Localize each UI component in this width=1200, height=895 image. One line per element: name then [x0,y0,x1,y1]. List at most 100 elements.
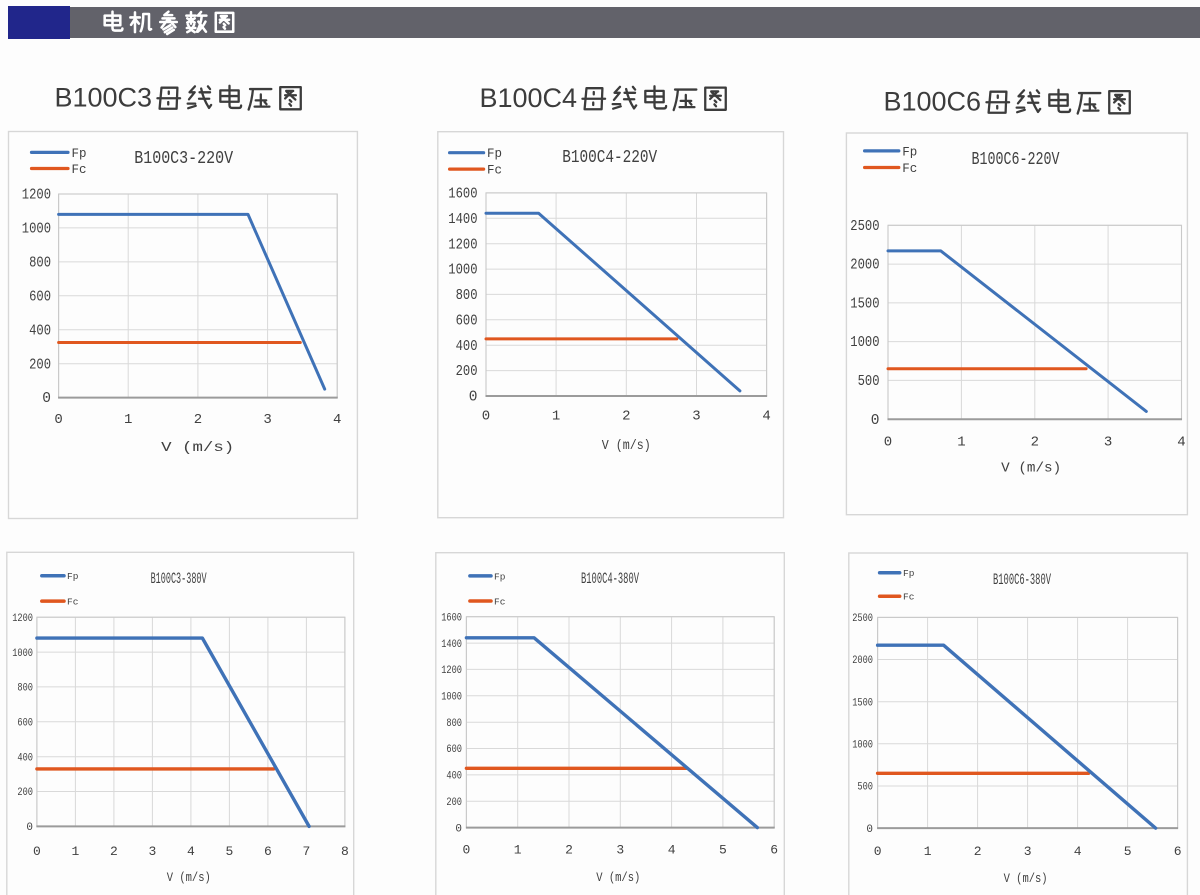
svg-text:Fp: Fp [67,571,79,582]
svg-text:Fp: Fp [494,571,506,582]
svg-text:0: 0 [26,822,33,834]
svg-text:400: 400 [29,323,51,339]
svg-text:0: 0 [33,844,41,859]
svg-text:400: 400 [456,339,478,355]
svg-text:200: 200 [456,364,478,380]
svg-text:1000: 1000 [448,263,477,279]
svg-text:V (m/s): V (m/s) [602,439,651,454]
svg-text:3: 3 [1104,435,1112,451]
svg-text:Fp: Fp [72,147,87,161]
svg-text:1: 1 [957,435,965,451]
svg-text:600: 600 [456,313,478,329]
svg-text:1600: 1600 [441,612,462,624]
svg-text:200: 200 [446,797,462,809]
svg-text:1: 1 [71,844,79,859]
svg-text:1000: 1000 [12,648,33,660]
svg-text:Fc: Fc [903,592,915,603]
svg-text:4: 4 [1177,435,1185,451]
svg-text:5: 5 [225,844,233,859]
svg-text:Fc: Fc [487,164,502,178]
svg-text:200: 200 [29,357,51,373]
svg-text:1500: 1500 [850,297,879,313]
svg-text:600: 600 [446,744,462,756]
svg-text:4: 4 [333,412,341,428]
svg-text:B100C4-380V: B100C4-380V [581,570,639,588]
svg-text:Fc: Fc [72,163,87,177]
svg-text:500: 500 [858,374,880,390]
svg-text:1200: 1200 [441,665,462,677]
svg-text:V (m/s): V (m/s) [596,871,640,885]
svg-text:1: 1 [924,844,932,859]
svg-text:0: 0 [42,391,51,407]
svg-text:Fp: Fp [487,147,502,161]
svg-text:2: 2 [194,412,202,428]
svg-text:2000: 2000 [852,655,873,667]
svg-text:7: 7 [302,844,310,859]
svg-text:8: 8 [341,844,349,859]
svg-text:B100C6-380V: B100C6-380V [993,571,1051,589]
svg-text:2: 2 [565,843,573,858]
svg-text:V (m/s): V (m/s) [1001,462,1061,477]
svg-text:3: 3 [1024,844,1032,859]
svg-text:4: 4 [762,409,770,425]
svg-text:V (m/s): V (m/s) [167,871,211,885]
svg-text:1500: 1500 [852,697,873,709]
svg-text:0: 0 [54,412,62,428]
svg-text:3: 3 [692,409,700,425]
svg-text:2: 2 [1031,435,1039,451]
svg-text:3: 3 [263,412,271,428]
svg-text:1600: 1600 [448,187,477,203]
svg-text:200: 200 [17,787,33,799]
svg-text:3: 3 [616,843,624,858]
svg-text:B100C4: B100C4 [480,83,578,113]
svg-text:1200: 1200 [448,237,477,253]
svg-text:4: 4 [187,844,195,859]
svg-text:0: 0 [871,413,880,429]
svg-text:5: 5 [719,843,727,858]
svg-text:5: 5 [1124,844,1132,859]
svg-text:Fc: Fc [67,597,79,608]
svg-text:3: 3 [148,844,156,859]
svg-text:V (m/s): V (m/s) [161,440,234,456]
svg-text:2500: 2500 [852,613,873,625]
svg-text:800: 800 [17,683,33,695]
svg-text:1: 1 [514,843,522,858]
svg-text:V (m/s): V (m/s) [1004,872,1048,886]
svg-text:0: 0 [482,409,490,425]
svg-text:1400: 1400 [441,639,462,651]
svg-text:2: 2 [622,409,630,425]
svg-text:0: 0 [455,823,462,835]
svg-text:2: 2 [974,844,982,859]
svg-text:0: 0 [469,390,478,406]
svg-text:1000: 1000 [22,222,51,238]
svg-text:B100C6-220V: B100C6-220V [972,150,1060,170]
svg-text:800: 800 [446,718,462,730]
svg-text:0: 0 [884,435,892,451]
svg-text:Fp: Fp [903,568,915,579]
svg-text:800: 800 [456,288,478,304]
svg-text:1200: 1200 [22,188,51,204]
svg-text:6: 6 [770,843,778,858]
svg-text:B100C4-220V: B100C4-220V [562,148,657,168]
svg-text:1: 1 [124,412,132,428]
svg-text:600: 600 [29,289,51,305]
svg-text:Fp: Fp [902,145,917,159]
svg-text:6: 6 [264,844,272,859]
svg-text:B100C6: B100C6 [884,87,982,117]
svg-text:2: 2 [110,844,118,859]
svg-text:Fc: Fc [902,162,917,176]
svg-text:1: 1 [552,409,560,425]
svg-text:B100C3-220V: B100C3-220V [134,149,233,169]
svg-text:0: 0 [462,843,470,858]
svg-text:0: 0 [874,844,882,859]
svg-text:400: 400 [17,752,33,764]
svg-text:2000: 2000 [850,258,879,274]
svg-text:1000: 1000 [852,740,873,752]
svg-text:B100C3-380V: B100C3-380V [151,570,207,588]
svg-text:800: 800 [29,256,51,272]
svg-text:1000: 1000 [441,692,462,704]
svg-text:2500: 2500 [850,219,879,235]
svg-text:Fc: Fc [494,596,506,607]
svg-text:B100C3: B100C3 [55,83,153,113]
svg-text:400: 400 [446,771,462,783]
